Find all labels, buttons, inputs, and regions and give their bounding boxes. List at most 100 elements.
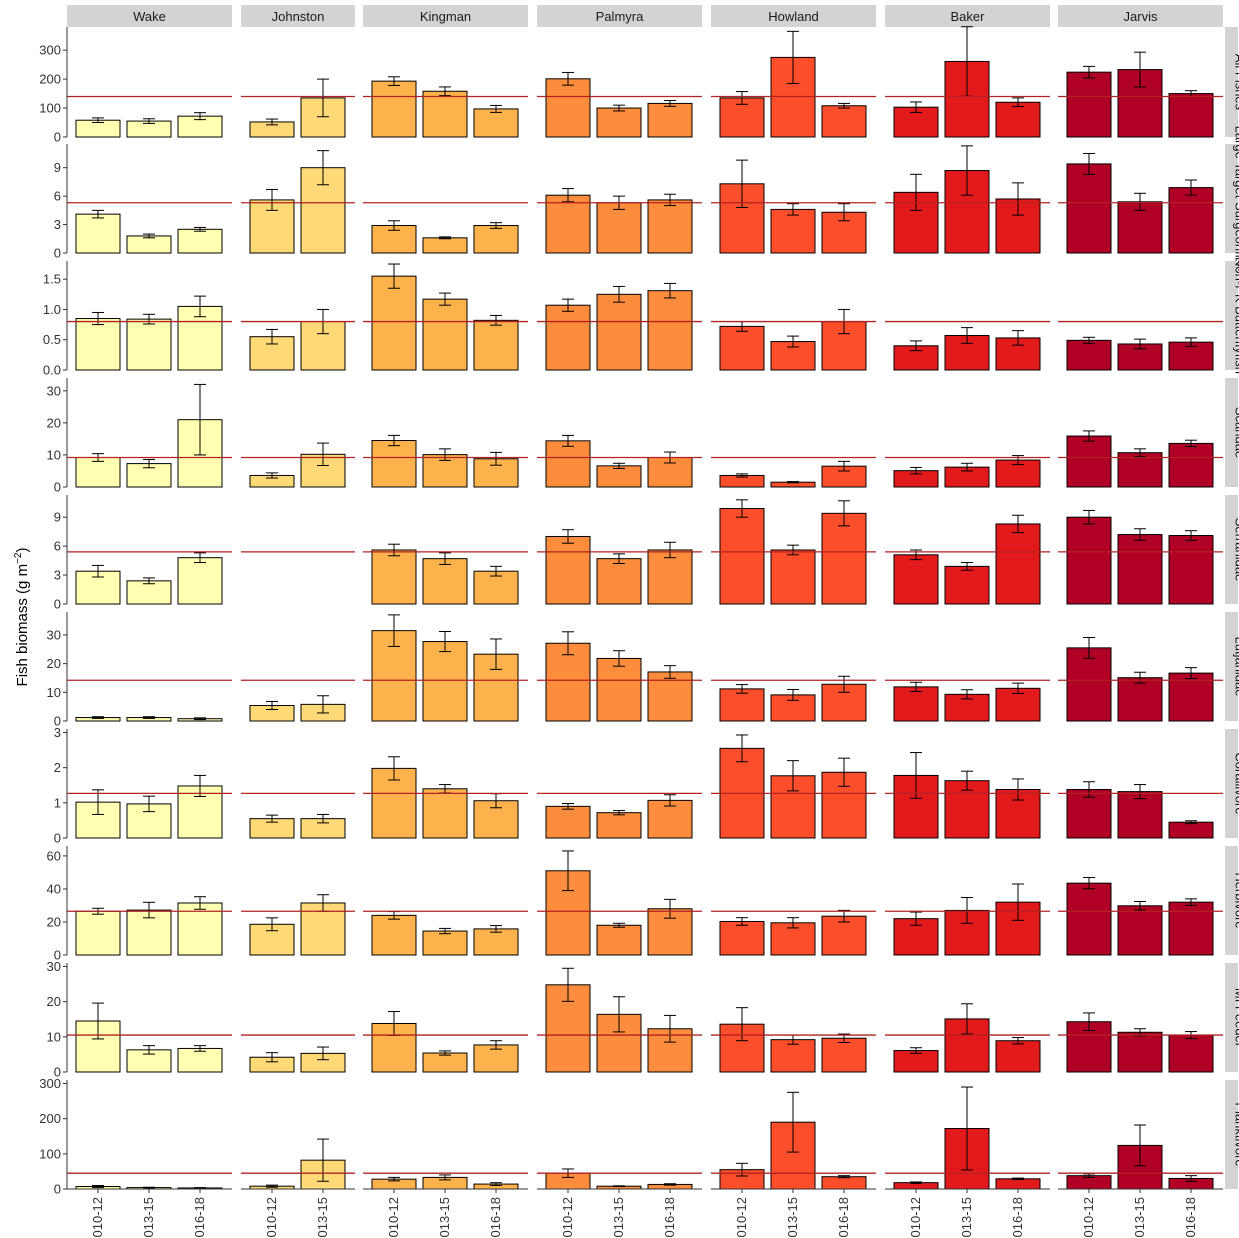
bar-serranidae-kingman-2016-18: [473, 570, 519, 605]
bar-herbivore-jarvis-2016-18: [1168, 901, 1214, 956]
x-tick-label-jarvis: 2016-18: [1183, 1197, 1198, 1238]
bar-lutjanidae-jarvis-2013-15: [1117, 677, 1163, 722]
bar-scaridae-jarvis-2010-12: [1066, 435, 1112, 488]
bar-serranidae-baker-2010-12: [893, 554, 939, 605]
bar-herbivore-palmyra-2013-15: [596, 924, 642, 956]
y-tick-label-all-fishes: 200: [39, 72, 61, 87]
bar-herbivore-jarvis-2013-15: [1117, 905, 1163, 956]
bar-lutjanidae-howland-2010-12: [719, 688, 765, 722]
strip-right-corallivore: [1225, 729, 1238, 838]
bar-serranidae-jarvis-2010-12: [1066, 516, 1112, 605]
strip-label-howland: Howland: [768, 9, 819, 24]
y-tick-label-all-fishes: 100: [39, 101, 61, 116]
facet-panels: [67, 26, 1223, 1190]
strip-label-kingman: Kingman: [420, 9, 471, 24]
y-tick-label-scaridae: 20: [47, 415, 61, 430]
strip-right-non-pk-butterflyfish: [1225, 261, 1238, 370]
strip-label-large-target-surgeonfish: Large Target Surgeonfish: [1233, 126, 1239, 272]
facet-strips: Wake Johnston Kingman Palmyra Howland Baker Ja…: [67, 5, 1239, 1189]
strip-right-serranidae: [1225, 495, 1238, 604]
axes: 010020030003690.00.51.01.501020300369010…: [39, 27, 1223, 1238]
x-tick-label-howland: 2013-15: [785, 1197, 800, 1238]
bar-large-target-surgeonfish-jarvis-2010-12: [1066, 163, 1112, 254]
x-tick-label-johnston: 2010-12: [264, 1197, 279, 1238]
bar-non-pk-butterflyfish-palmyra-2016-18: [647, 290, 693, 371]
y-tick-label-mi-feeder: 30: [47, 959, 61, 974]
x-tick-label-jarvis: 2010-12: [1081, 1197, 1096, 1238]
y-tick-label-planktivore: 0: [54, 1182, 61, 1197]
y-tick-label-non-pk-butterflyfish: 0.0: [43, 363, 61, 378]
x-tick-label-baker: 2016-18: [1010, 1197, 1025, 1238]
bar-corallivore-palmyra-2016-18: [647, 799, 693, 839]
y-tick-label-corallivore: 0: [54, 831, 61, 846]
bar-herbivore-kingman-2016-18: [473, 928, 519, 956]
bar-large-target-surgeonfish-kingman-2016-18: [473, 225, 519, 254]
bar-mi-feeder-jarvis-2013-15: [1117, 1031, 1163, 1073]
bar-serranidae-palmyra-2016-18: [647, 549, 693, 605]
bar-lutjanidae-jarvis-2016-18: [1168, 672, 1214, 722]
y-tick-label-serranidae: 6: [54, 539, 61, 554]
y-axis-title-close: ): [14, 548, 31, 553]
y-tick-label-scaridae: 0: [54, 480, 61, 495]
bar-large-target-surgeonfish-palmyra-2010-12: [545, 194, 591, 254]
bar-herbivore-wake-2013-15: [126, 909, 172, 956]
strip-label-johnston: Johnston: [272, 9, 325, 24]
strip-right-planktivore: [1225, 1080, 1238, 1189]
bar-lutjanidae-palmyra-2013-15: [596, 657, 642, 722]
x-tick-label-palmyra: 2013-15: [611, 1197, 626, 1238]
bar-mi-feeder-baker-2016-18: [995, 1040, 1041, 1073]
strip-top-jarvis: [1058, 5, 1223, 27]
y-tick-label-all-fishes: 0: [54, 130, 61, 145]
y-tick-label-lutjanidae: 30: [47, 627, 61, 642]
bar-non-pk-butterflyfish-wake-2013-15: [126, 318, 172, 371]
y-tick-label-serranidae: 9: [54, 510, 61, 525]
y-tick-label-non-pk-butterflyfish: 1.5: [43, 272, 61, 287]
bar-serranidae-kingman-2010-12: [371, 549, 417, 605]
bar-large-target-surgeonfish-wake-2016-18: [177, 228, 223, 254]
bar-non-pk-butterflyfish-howland-2010-12: [719, 325, 765, 371]
bar-all-fishes-palmyra-2013-15: [596, 107, 642, 138]
bar-corallivore-kingman-2013-15: [422, 788, 468, 839]
bar-non-pk-butterflyfish-kingman-2013-15: [422, 298, 468, 371]
bar-serranidae-howland-2013-15: [770, 549, 816, 605]
bar-herbivore-jarvis-2010-12: [1066, 882, 1112, 956]
bar-large-target-surgeonfish-palmyra-2016-18: [647, 199, 693, 254]
bar-lutjanidae-palmyra-2016-18: [647, 671, 693, 722]
strip-right-lutjanidae: [1225, 612, 1238, 721]
bar-serranidae-howland-2010-12: [719, 508, 765, 605]
strip-label-corallivore: Corallivore: [1233, 752, 1239, 814]
bar-herbivore-kingman-2010-12: [371, 914, 417, 956]
bar-non-pk-butterflyfish-palmyra-2010-12: [545, 304, 591, 371]
bar-serranidae-palmyra-2010-12: [545, 535, 591, 605]
y-tick-label-large-target-surgeonfish: 3: [54, 217, 61, 232]
strip-label-palmyra: Palmyra: [596, 9, 644, 24]
bar-all-fishes-kingman-2013-15: [422, 90, 468, 138]
strip-label-non-pk-butterflyfish: Non-PK Butterflyfish: [1233, 257, 1239, 374]
bar-large-target-surgeonfish-wake-2013-15: [126, 235, 172, 254]
bar-large-target-surgeonfish-baker-2013-15: [944, 170, 990, 254]
x-tick-label-howland: 2016-18: [836, 1197, 851, 1238]
y-tick-label-non-pk-butterflyfish: 1.0: [43, 302, 61, 317]
bar-large-target-surgeonfish-howland-2013-15: [770, 208, 816, 254]
bar-large-target-surgeonfish-jarvis-2016-18: [1168, 187, 1214, 254]
bar-non-pk-butterflyfish-kingman-2010-12: [371, 275, 417, 371]
bar-non-pk-butterflyfish-wake-2010-12: [75, 318, 121, 371]
strip-right-mi-feeder: [1225, 963, 1238, 1072]
strip-right-scaridae: [1225, 378, 1238, 487]
y-tick-label-scaridae: 10: [47, 447, 61, 462]
y-axis-title-sup: −2: [13, 552, 24, 564]
strip-top-baker: [885, 5, 1050, 27]
x-tick-label-kingman: 2016-18: [488, 1197, 503, 1238]
strip-right-herbivore: [1225, 846, 1238, 955]
x-tick-label-wake: 2010-12: [90, 1197, 105, 1238]
bar-large-target-surgeonfish-palmyra-2013-15: [596, 202, 642, 254]
bar-mi-feeder-wake-2016-18: [177, 1047, 223, 1073]
y-tick-label-large-target-surgeonfish: 6: [54, 189, 61, 204]
bar-all-fishes-howland-2016-18: [821, 105, 867, 138]
bar-planktivore-baker-2016-18: [995, 1178, 1041, 1190]
x-tick-label-kingman: 2010-12: [386, 1197, 401, 1238]
y-tick-label-non-pk-butterflyfish: 0.5: [43, 332, 61, 347]
bar-serranidae-jarvis-2016-18: [1168, 535, 1214, 605]
bar-serranidae-jarvis-2013-15: [1117, 534, 1163, 605]
